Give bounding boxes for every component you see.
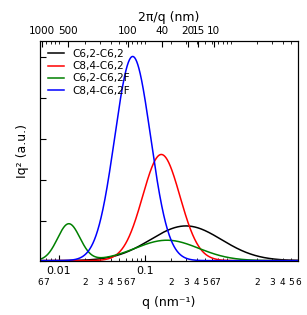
C8,4-C6,2 (148, 170, 152, 174)
C8,4-C6,2F (68, 258, 71, 262)
Legend: C6,2-C6,2, C8,4-C6,2, C6,2-C6,2F, C8,4-C6,2F: C6,2-C6,2, C8,4-C6,2, C6,2-C6,2F, C8,4-C… (45, 46, 133, 99)
Text: 2: 2 (254, 278, 260, 287)
Line: C8,4-C6,2: C8,4-C6,2 (40, 154, 298, 261)
Text: 2: 2 (82, 278, 88, 287)
C8,4-C6,2 (263, 259, 267, 262)
Text: 3: 3 (269, 278, 275, 287)
Line: C6,2-C6,2: C6,2-C6,2 (40, 226, 298, 261)
Text: 3: 3 (183, 278, 189, 287)
C6,2-C6,2F (291, 259, 295, 262)
C6,2-C6,2F (148, 241, 152, 245)
C6,2-C6,2F (83, 245, 87, 249)
Text: 4: 4 (280, 278, 286, 287)
C8,4-C6,2F (263, 259, 267, 262)
C8,4-C6,2F (131, 54, 134, 58)
X-axis label: q (nm⁻¹): q (nm⁻¹) (142, 296, 196, 309)
Text: 5: 5 (202, 278, 208, 287)
C8,4-C6,2F (291, 259, 295, 262)
C6,2-C6,2F (137, 245, 141, 249)
Text: 2: 2 (168, 278, 174, 287)
C6,2-C6,2 (184, 224, 188, 228)
C8,4-C6,2 (68, 259, 71, 262)
C6,2-C6,2 (38, 259, 42, 262)
Line: C8,4-C6,2F: C8,4-C6,2F (40, 56, 298, 261)
C6,2-C6,2 (263, 256, 267, 260)
C6,2-C6,2F (67, 222, 71, 226)
Text: 6: 6 (123, 278, 129, 287)
C8,4-C6,2F (38, 259, 42, 262)
C8,4-C6,2F (137, 66, 141, 70)
C6,2-C6,2F (38, 257, 42, 261)
Text: 7: 7 (129, 278, 134, 287)
C8,4-C6,2 (291, 259, 295, 262)
C8,4-C6,2F (83, 253, 87, 257)
Text: 3: 3 (97, 278, 103, 287)
Text: 5: 5 (288, 278, 294, 287)
Text: 7: 7 (215, 278, 220, 287)
C8,4-C6,2F (296, 259, 299, 262)
C8,4-C6,2 (83, 259, 87, 262)
Text: 6: 6 (37, 278, 43, 287)
X-axis label: 2π/q (nm): 2π/q (nm) (138, 10, 200, 24)
C6,2-C6,2 (137, 244, 141, 248)
Y-axis label: Iq² (a.u.): Iq² (a.u.) (17, 124, 29, 178)
Text: 5: 5 (116, 278, 122, 287)
C6,2-C6,2F (296, 259, 300, 262)
Text: 6: 6 (295, 278, 301, 287)
C8,4-C6,2 (38, 259, 42, 262)
C8,4-C6,2 (296, 259, 300, 262)
C8,4-C6,2F (148, 131, 152, 135)
Text: 6: 6 (209, 278, 215, 287)
C6,2-C6,2 (68, 259, 71, 262)
C6,2-C6,2 (83, 258, 87, 262)
Text: 4: 4 (194, 278, 200, 287)
Line: C6,2-C6,2F: C6,2-C6,2F (40, 224, 298, 261)
Text: 7: 7 (43, 278, 49, 287)
C6,2-C6,2F (263, 259, 267, 262)
C6,2-C6,2 (148, 238, 152, 242)
C8,4-C6,2F (296, 259, 300, 262)
C6,2-C6,2 (296, 259, 300, 262)
C8,4-C6,2 (137, 207, 141, 211)
C6,2-C6,2 (291, 258, 295, 262)
Text: 4: 4 (108, 278, 114, 287)
C6,2-C6,2F (68, 222, 71, 226)
C8,4-C6,2 (159, 152, 163, 156)
